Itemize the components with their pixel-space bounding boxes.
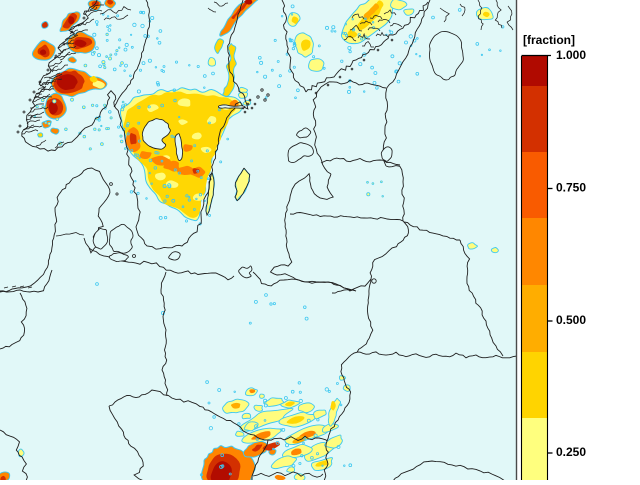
svg-text:[fraction]: [fraction] (523, 33, 575, 47)
svg-text:0.750: 0.750 (556, 181, 586, 195)
svg-text:0.250: 0.250 (556, 445, 586, 459)
svg-text:1.000: 1.000 (556, 48, 586, 62)
svg-text:0.500: 0.500 (556, 313, 586, 327)
